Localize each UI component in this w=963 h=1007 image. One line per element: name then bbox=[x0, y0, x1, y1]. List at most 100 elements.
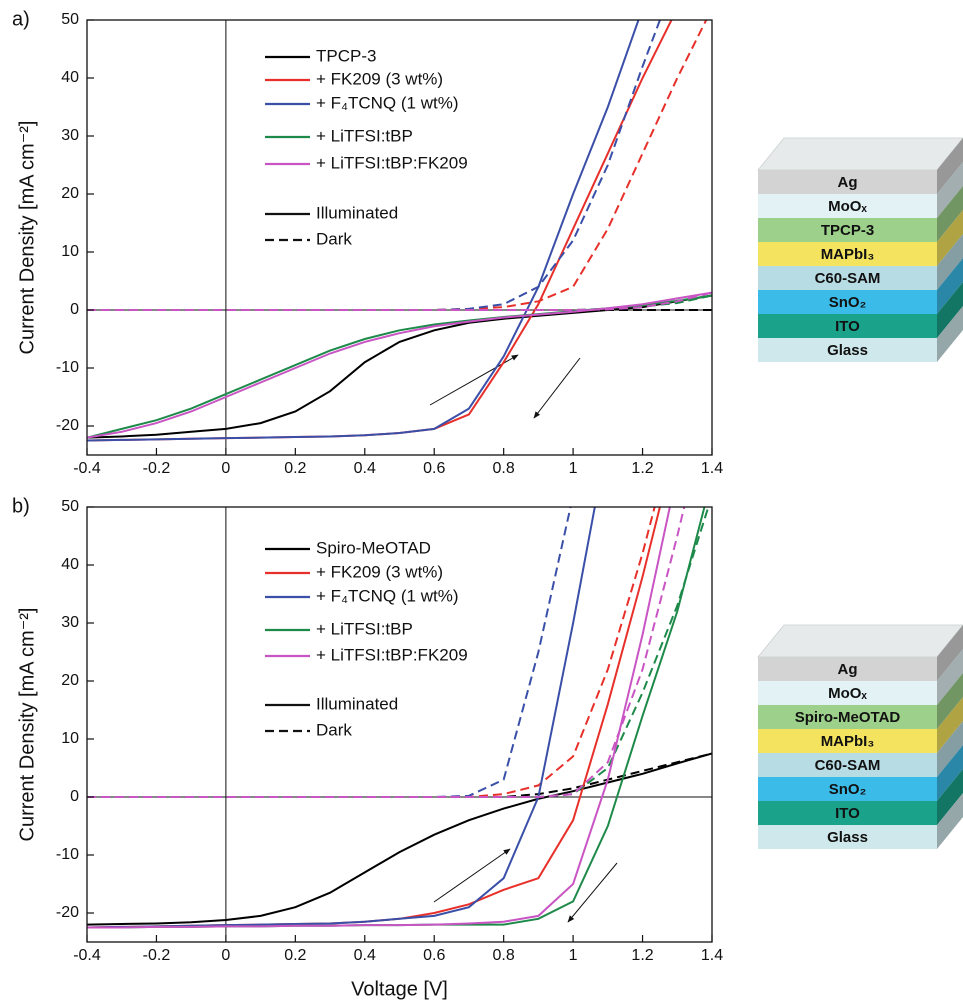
stack-layer-side bbox=[937, 234, 963, 290]
legend-label: Dark bbox=[316, 720, 352, 739]
stack-layer-side bbox=[937, 673, 963, 729]
stack-layer-label: Spiro-MeOTAD bbox=[795, 709, 901, 726]
legend-label: + LiTFSI:tBP bbox=[316, 126, 413, 145]
legend-label: Illuminated bbox=[316, 203, 398, 222]
stack-layer-side bbox=[937, 697, 963, 753]
stack-layer bbox=[758, 338, 937, 362]
stack-layer-side bbox=[937, 186, 963, 242]
arrow bbox=[429, 354, 519, 406]
dark-curve bbox=[87, 507, 572, 798]
legend-label: Dark bbox=[316, 229, 352, 248]
legend-label: + FK209 (3 wt%) bbox=[316, 69, 443, 88]
y-tick-label: 20 bbox=[61, 185, 79, 202]
illuminated-curve bbox=[87, 294, 712, 439]
y-tick-label: 0 bbox=[70, 301, 79, 318]
stack-layer bbox=[758, 681, 937, 705]
stack-top-face bbox=[757, 624, 963, 658]
y-tick-label: 40 bbox=[61, 556, 79, 573]
x-tick-label: 0.2 bbox=[284, 947, 306, 964]
legend-label: Spiro-MeOTAD bbox=[316, 538, 431, 557]
x-tick-label: -0.4 bbox=[73, 460, 101, 477]
stack-layer-label: C60-SAM bbox=[815, 757, 881, 774]
stack-layer bbox=[758, 657, 937, 681]
stack-layer-side bbox=[937, 306, 963, 362]
illuminated-curve bbox=[87, 291, 712, 439]
x-tick-label: -0.2 bbox=[143, 947, 171, 964]
stack-layer-label: ITO bbox=[835, 805, 860, 822]
stack-layer bbox=[758, 266, 937, 290]
stack-layer bbox=[758, 218, 937, 242]
illuminated-curve bbox=[87, 752, 712, 926]
x-tick-label: -0.4 bbox=[73, 947, 101, 964]
stack-layer-side bbox=[937, 625, 963, 681]
x-tick-label: 0.6 bbox=[423, 460, 445, 477]
stack-layer bbox=[758, 729, 937, 753]
x-tick-label: 0.2 bbox=[284, 460, 306, 477]
illuminated-curve bbox=[87, 294, 712, 439]
x-tick-label: 1.4 bbox=[701, 460, 723, 477]
y-tick-label: 10 bbox=[61, 243, 79, 260]
stack-layer bbox=[758, 194, 937, 218]
legend-label: Illuminated bbox=[316, 694, 398, 713]
stack-layer-label: ITO bbox=[835, 318, 860, 335]
stack-layer bbox=[758, 753, 937, 777]
x-tick-label: 0.8 bbox=[493, 947, 515, 964]
y-tick-label: 30 bbox=[61, 614, 79, 631]
stack-layer bbox=[758, 242, 937, 266]
legend-label: + LiTFSI:tBP:FK209 bbox=[316, 645, 468, 664]
y-tick-label: -10 bbox=[56, 846, 79, 863]
stack-layer-label: Glass bbox=[827, 829, 868, 846]
stack-layer-label: SnO₂ bbox=[829, 781, 867, 798]
y-tick-label: 0 bbox=[70, 788, 79, 805]
stack-top-face bbox=[757, 137, 963, 171]
arrow bbox=[567, 862, 618, 923]
illuminated-curve bbox=[87, 507, 596, 929]
plot-frame bbox=[86, 19, 713, 456]
stack-layer-label: MoOₓ bbox=[828, 198, 867, 215]
x-tick-label: 1 bbox=[569, 460, 578, 477]
arrow bbox=[533, 357, 581, 419]
x-tick-label: 1.2 bbox=[631, 947, 653, 964]
stack-layer-label: MoOₓ bbox=[828, 685, 867, 702]
x-tick-label: 1 bbox=[569, 947, 578, 964]
stack-layer bbox=[758, 290, 937, 314]
y-tick-label: -20 bbox=[56, 904, 79, 921]
stack-layer-label: MAPbI₃ bbox=[821, 246, 875, 263]
stack-layer-side bbox=[937, 745, 963, 801]
illuminated-curve bbox=[87, 507, 661, 929]
stack-layer-label: Glass bbox=[827, 342, 868, 359]
device-stack: Ag MoOₓ Spiro-MeOTAD MAPbI₃ C60-SAM SnO₂ ITO Gl… bbox=[757, 624, 963, 849]
legend-label: + F₄TCNQ (1 wt%) bbox=[316, 93, 458, 112]
curves bbox=[87, 507, 712, 929]
curves bbox=[87, 20, 712, 442]
y-tick-label: 10 bbox=[61, 730, 79, 747]
dark-curve bbox=[87, 291, 712, 311]
x-tick-label: 0.6 bbox=[423, 947, 445, 964]
stack-layer-side bbox=[937, 210, 963, 266]
stack-layer-side bbox=[937, 793, 963, 849]
illuminated-curve bbox=[87, 20, 673, 442]
stack-layer-side bbox=[937, 769, 963, 825]
stack-layer-side bbox=[937, 258, 963, 314]
stack-layer bbox=[758, 705, 937, 729]
y-axis-label: Current Density [mA cm⁻²] bbox=[16, 608, 38, 842]
dark-curve bbox=[87, 507, 686, 798]
legend-label: + FK209 (3 wt%) bbox=[316, 562, 443, 581]
stack-layer bbox=[758, 825, 937, 849]
stack-layer-label: Ag bbox=[838, 174, 858, 191]
panel-label: b) bbox=[12, 495, 30, 517]
stack-layer bbox=[758, 777, 937, 801]
illuminated-curve bbox=[87, 20, 640, 442]
panel-label: a) bbox=[12, 8, 30, 30]
stack-layer-label: TPCP-3 bbox=[821, 222, 874, 239]
stack-layer-side bbox=[937, 138, 963, 194]
y-tick-label: 40 bbox=[61, 69, 79, 86]
y-axis-label: Current Density [mA cm⁻²] bbox=[16, 121, 38, 355]
illuminated-curve bbox=[87, 507, 671, 929]
x-axis-label: Voltage [V] bbox=[351, 978, 448, 1000]
x-tick-label: 1.4 bbox=[701, 947, 723, 964]
x-tick-label: 0.4 bbox=[354, 947, 376, 964]
stack-layer-label: Ag bbox=[838, 661, 858, 678]
stack-layer bbox=[758, 801, 937, 825]
